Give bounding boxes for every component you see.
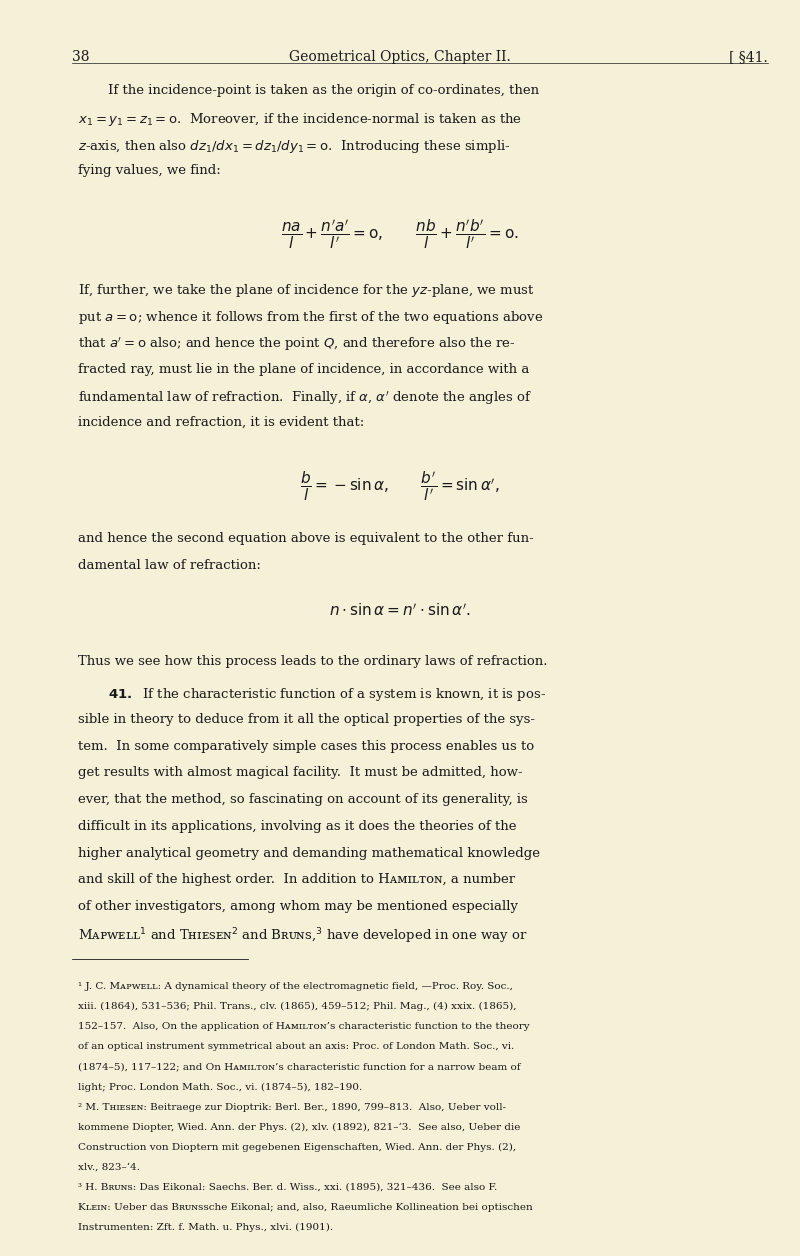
Text: incidence and refraction, it is evident that:: incidence and refraction, it is evident …: [78, 416, 365, 430]
Text: $\mathbf{41.}$  If the characteristic function of a system is known, it is pos-: $\mathbf{41.}$ If the characteristic fun…: [108, 686, 546, 703]
Text: Thus we see how this process leads to the ordinary laws of refraction.: Thus we see how this process leads to th…: [78, 656, 548, 668]
Text: $z$-axis, then also $dz_1/dx_1 = dz_1/dy_1 = \mathrm{o}$.  Introducing these sim: $z$-axis, then also $dz_1/dx_1 = dz_1/dy…: [78, 138, 511, 154]
Text: ² M. Tʜɪᴇsᴇɴ: Beitraege zur Dioptrik: Berl. Ber., 1890, 799–813.  Also, Ueber vo: ² M. Tʜɪᴇsᴇɴ: Beitraege zur Dioptrik: Be…: [78, 1103, 506, 1112]
Text: $x_1 = y_1 = z_1 = \mathrm{o}$.  Moreover, if the incidence-normal is taken as t: $x_1 = y_1 = z_1 = \mathrm{o}$. Moreover…: [78, 111, 522, 128]
Text: (1874–5), 117–122; and On Hᴀᴍɪʟᴛᴏɴ’s characteristic function for a narrow beam o: (1874–5), 117–122; and On Hᴀᴍɪʟᴛᴏɴ’s cha…: [78, 1063, 521, 1071]
Text: $\dfrac{b}{l} = -\sin\alpha, \qquad \dfrac{b'}{l'} = \sin\alpha',$: $\dfrac{b}{l} = -\sin\alpha, \qquad \dfr…: [300, 468, 500, 502]
Text: Mᴀᴘᴡᴇʟʟ$^1$ and Tʜɪᴇsᴇɴ$^2$ and Bʀᴜɴs,$^3$ have developed in one way or: Mᴀᴘᴡᴇʟʟ$^1$ and Tʜɪᴇsᴇɴ$^2$ and Bʀᴜɴs,$^…: [78, 927, 528, 947]
Text: put $a = \mathrm{o}$; whence it follows from the first of the two equations abov: put $a = \mathrm{o}$; whence it follows …: [78, 309, 544, 327]
Text: fracted ray, must lie in the plane of incidence, in accordance with a: fracted ray, must lie in the plane of in…: [78, 363, 530, 376]
Text: $n \cdot \sin\alpha = n' \cdot \sin\alpha'.$: $n \cdot \sin\alpha = n' \cdot \sin\alph…: [329, 603, 471, 619]
Text: higher analytical geometry and demanding mathematical knowledge: higher analytical geometry and demanding…: [78, 847, 541, 859]
Text: difficult in its applications, involving as it does the theories of the: difficult in its applications, involving…: [78, 820, 517, 833]
Text: Kʟᴇɪɴ: Ueber das Bʀᴜɴssche Eikonal; and, also, Raeumliche Kollineation bei optis: Kʟᴇɪɴ: Ueber das Bʀᴜɴssche Eikonal; and,…: [78, 1203, 533, 1212]
Text: ¹ J. C. Mᴀᴘᴡᴇʟʟ: A dynamical theory of the electromagnetic field, —Proc. Roy. So: ¹ J. C. Mᴀᴘᴡᴇʟʟ: A dynamical theory of t…: [78, 982, 514, 991]
Text: 152–157.  Also, On the application of Hᴀᴍɪʟᴛᴏɴ’s characteristic function to the : 152–157. Also, On the application of Hᴀᴍ…: [78, 1022, 530, 1031]
Text: xiii. (1864), 531–536; Phil. Trans., clv. (1865), 459–512; Phil. Mag., (4) xxix.: xiii. (1864), 531–536; Phil. Trans., clv…: [78, 1002, 517, 1011]
Text: damental law of refraction:: damental law of refraction:: [78, 559, 262, 571]
Text: If, further, we take the plane of incidence for the $yz$-plane, we must: If, further, we take the plane of incide…: [78, 283, 535, 299]
Text: ³ H. Bʀᴜɴs: Das Eikonal: Saechs. Ber. d. Wiss., xxi. (1895), 321–436.  See also : ³ H. Bʀᴜɴs: Das Eikonal: Saechs. Ber. d.…: [78, 1183, 498, 1192]
Text: and skill of the highest order.  In addition to Hᴀᴍɪʟᴛᴏɴ, a number: and skill of the highest order. In addit…: [78, 873, 515, 887]
Text: that $a' = \mathrm{o}$ also; and hence the point $Q$, and therefore also the re-: that $a' = \mathrm{o}$ also; and hence t…: [78, 335, 516, 353]
Text: and hence the second equation above is equivalent to the other fun-: and hence the second equation above is e…: [78, 531, 534, 545]
Text: Construction von Dioptern mit gegebenen Eigenschaften, Wied. Ann. der Phys. (2),: Construction von Dioptern mit gegebenen …: [78, 1143, 517, 1152]
Text: of other investigators, among whom may be mentioned especially: of other investigators, among whom may b…: [78, 901, 518, 913]
Text: tem.  In some comparatively simple cases this process enables us to: tem. In some comparatively simple cases …: [78, 740, 534, 752]
Text: ever, that the method, so fascinating on account of its generality, is: ever, that the method, so fascinating on…: [78, 793, 528, 806]
Text: get results with almost magical facility.  It must be admitted, how-: get results with almost magical facility…: [78, 766, 523, 779]
Text: fundamental law of refraction.  Finally, if $\alpha$, $\alpha'$ denote the angle: fundamental law of refraction. Finally, …: [78, 389, 533, 407]
Text: Geometrical Optics, Chapter II.: Geometrical Optics, Chapter II.: [289, 50, 511, 64]
Text: fying values, we find:: fying values, we find:: [78, 165, 221, 177]
Text: sible in theory to deduce from it all the optical properties of the sys-: sible in theory to deduce from it all th…: [78, 712, 535, 726]
Text: 38: 38: [72, 50, 90, 64]
Text: $\dfrac{na}{l} + \dfrac{n'a'}{l'} = \mathrm{o},\qquad \dfrac{nb}{l} + \dfrac{n'b: $\dfrac{na}{l} + \dfrac{n'a'}{l'} = \mat…: [282, 217, 518, 251]
Text: light; Proc. London Math. Soc., vi. (1874–5), 182–190.: light; Proc. London Math. Soc., vi. (187…: [78, 1083, 362, 1091]
Text: [ §41.: [ §41.: [730, 50, 768, 64]
Text: xlv., 823–‘4.: xlv., 823–‘4.: [78, 1163, 140, 1172]
Text: Instrumenten: Zft. f. Math. u. Phys., xlvi. (1901).: Instrumenten: Zft. f. Math. u. Phys., xl…: [78, 1223, 334, 1232]
Text: kommene Diopter, Wied. Ann. der Phys. (2), xlv. (1892), 821–‘3.  See also, Ueber: kommene Diopter, Wied. Ann. der Phys. (2…: [78, 1123, 521, 1132]
Text: If the incidence-point is taken as the origin of co-ordinates, then: If the incidence-point is taken as the o…: [108, 84, 539, 97]
Text: of an optical instrument symmetrical about an axis: Proc. of London Math. Soc., : of an optical instrument symmetrical abo…: [78, 1042, 514, 1051]
